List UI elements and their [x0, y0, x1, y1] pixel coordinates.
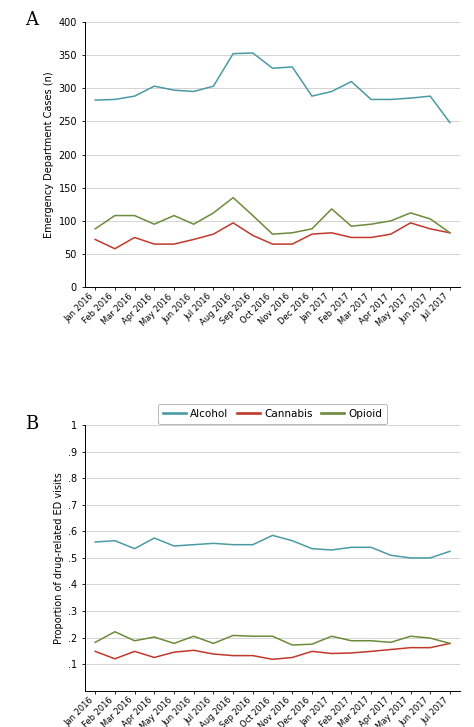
Legend: Alcohol, Cannabis, Opioid: Alcohol, Cannabis, Opioid — [158, 404, 387, 425]
Y-axis label: Proportion of drug-related ED visits: Proportion of drug-related ED visits — [54, 472, 64, 644]
Text: A: A — [26, 11, 38, 29]
Text: B: B — [26, 414, 39, 433]
Y-axis label: Emergency Department Cases (n): Emergency Department Cases (n) — [44, 71, 54, 238]
